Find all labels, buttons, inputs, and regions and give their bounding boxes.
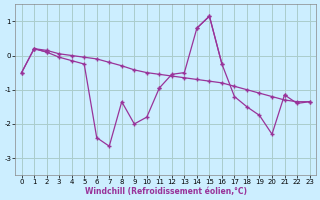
X-axis label: Windchill (Refroidissement éolien,°C): Windchill (Refroidissement éolien,°C): [84, 187, 247, 196]
